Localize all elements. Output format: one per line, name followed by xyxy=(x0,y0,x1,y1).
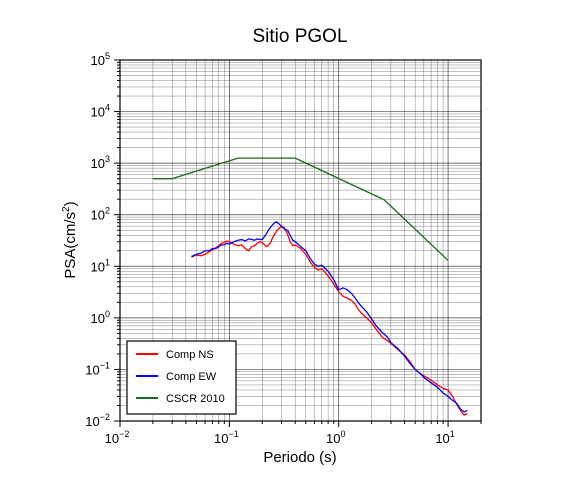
y-tick-label-base: 10 xyxy=(85,414,99,429)
series-line-comp-ns xyxy=(191,225,468,416)
y-tick-label: 104 xyxy=(91,103,110,120)
chart-title: Sitio PGOL xyxy=(252,26,347,47)
y-tick-label-exp: 0 xyxy=(105,309,110,319)
y-tick-label-exp: −2 xyxy=(100,412,110,422)
legend-label-comp-ns: Comp NS xyxy=(166,349,214,361)
x-tick-label: 10−2 xyxy=(105,429,130,446)
x-tick-label-exp: 1 xyxy=(450,429,455,439)
y-tick-label-base: 10 xyxy=(91,53,105,68)
x-tick-label-base: 10 xyxy=(326,431,340,446)
y-tick-label: 100 xyxy=(91,309,110,326)
legend-label-cscr-2010: CSCR 2010 xyxy=(166,393,225,405)
series-line-comp-ew xyxy=(191,221,468,413)
x-axis-label: Periodo (s) xyxy=(263,449,336,466)
x-tick-label: 100 xyxy=(326,429,345,446)
y-tick-label-base: 10 xyxy=(91,156,105,171)
x-tick-label-exp: 0 xyxy=(340,429,345,439)
y-tick-label-base: 10 xyxy=(91,311,105,326)
legend-label-comp-ew: Comp EW xyxy=(166,371,217,383)
legend: Comp NS Comp EW CSCR 2010 xyxy=(126,340,237,415)
y-axis-label-main: PSA(cm/s xyxy=(62,212,79,279)
y-axis-label-close: ) xyxy=(62,201,79,206)
y-tick-label: 102 xyxy=(91,206,110,223)
y-axis-label: PSA(cm/s2) xyxy=(61,201,79,278)
y-tick-label-base: 10 xyxy=(91,208,105,223)
x-tick-label-exp: −2 xyxy=(119,429,129,439)
grid xyxy=(119,59,482,422)
x-tick-label-base: 10 xyxy=(214,431,228,446)
x-tick-label: 101 xyxy=(435,429,454,446)
y-tick-label-base: 10 xyxy=(91,259,105,274)
y-tick-label-exp: 1 xyxy=(105,257,110,267)
y-tick-label-exp: 4 xyxy=(105,103,110,113)
x-tick-label-base: 10 xyxy=(435,431,449,446)
y-tick-label: 10−2 xyxy=(85,412,110,429)
series-layer xyxy=(152,157,468,416)
y-tick-label-base: 10 xyxy=(91,105,105,120)
y-tick-label-exp: 2 xyxy=(105,206,110,216)
x-tick-label-base: 10 xyxy=(105,431,119,446)
y-tick-label-exp: 3 xyxy=(105,154,110,164)
series-line-cscr-2010 xyxy=(152,157,449,261)
x-tick-label-exp: −1 xyxy=(228,429,238,439)
x-tick-label: 10−1 xyxy=(214,429,239,446)
y-axis-label-sup: 2 xyxy=(61,206,72,212)
y-tick-label: 103 xyxy=(91,154,110,171)
y-tick-label: 101 xyxy=(91,257,110,274)
plot-frame xyxy=(119,59,482,422)
y-tick-label-exp: 5 xyxy=(105,51,110,61)
y-tick-label: 10−1 xyxy=(85,360,110,377)
y-tick-label-base: 10 xyxy=(85,362,99,377)
y-tick-label: 105 xyxy=(91,51,110,68)
y-tick-label-exp: −1 xyxy=(100,360,110,370)
